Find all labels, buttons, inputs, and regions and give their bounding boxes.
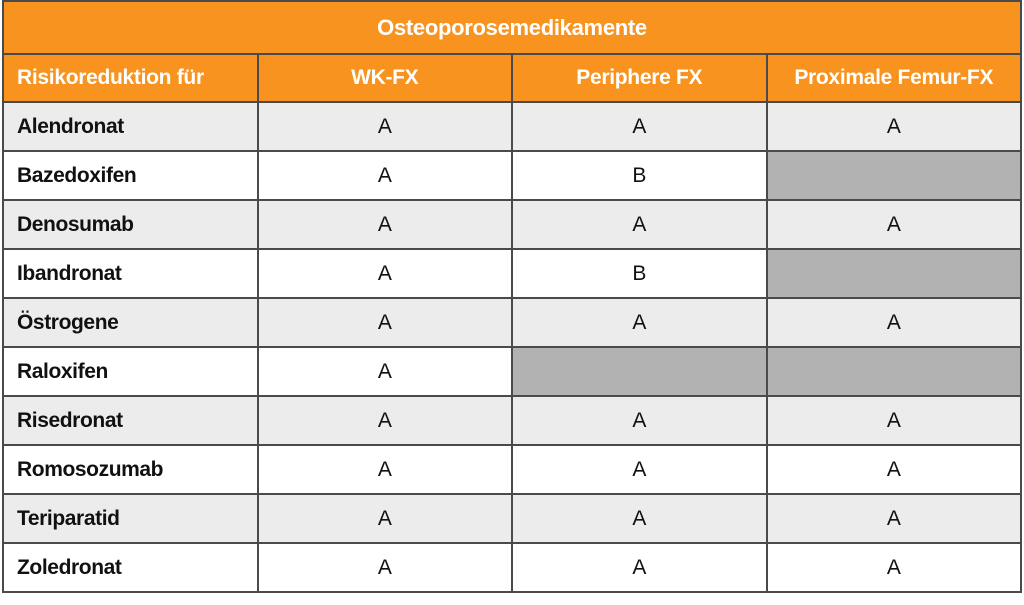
drug-name-cell: Risedronat xyxy=(2,395,259,446)
drug-name-cell: Denosumab xyxy=(2,199,259,250)
table-row: Östrogene A A A xyxy=(2,297,1022,348)
evidence-grade-cell: A xyxy=(256,395,513,446)
table-row: Teriparatid A A A xyxy=(2,493,1022,544)
table-body: Alendronat A A A Bazedoxifen A B Denosumab A A A Ib… xyxy=(2,101,1022,593)
evidence-grade-cell: A xyxy=(511,395,768,446)
evidence-grade-cell: A xyxy=(256,542,513,593)
evidence-grade-cell: A xyxy=(256,150,513,201)
page: Osteoporosemedikamente Risikoreduktion f… xyxy=(2,0,1022,593)
evidence-grade-cell: A xyxy=(511,199,768,250)
no-data-cell xyxy=(765,346,1022,397)
table-row: Bazedoxifen A B xyxy=(2,150,1022,201)
evidence-grade-cell: A xyxy=(765,542,1022,593)
drug-name-cell: Bazedoxifen xyxy=(2,150,259,201)
evidence-grade-cell: B xyxy=(511,248,768,299)
evidence-grade-cell: B xyxy=(511,150,768,201)
no-data-cell xyxy=(765,150,1022,201)
evidence-grade-cell: A xyxy=(256,444,513,495)
column-header-risk-reduction: Risikoreduktion für xyxy=(2,53,259,103)
osteoporosis-medication-table: Osteoporosemedikamente Risikoreduktion f… xyxy=(2,0,1022,593)
evidence-grade-cell: A xyxy=(765,101,1022,152)
evidence-grade-cell: A xyxy=(765,395,1022,446)
evidence-grade-cell: A xyxy=(256,248,513,299)
evidence-grade-cell: A xyxy=(511,493,768,544)
drug-name-cell: Zoledronat xyxy=(2,542,259,593)
drug-name-cell: Raloxifen xyxy=(2,346,259,397)
table-title-row: Osteoporosemedikamente xyxy=(2,0,1022,55)
table-row: Zoledronat A A A xyxy=(2,542,1022,593)
column-header-periphere-fx: Periphere FX xyxy=(511,53,768,103)
table-header-row: Risikoreduktion für WK-FX Periphere FX P… xyxy=(2,53,1022,103)
evidence-grade-cell: A xyxy=(765,199,1022,250)
table-row: Risedronat A A A xyxy=(2,395,1022,446)
evidence-grade-cell: A xyxy=(765,493,1022,544)
evidence-grade-cell: A xyxy=(511,542,768,593)
table-row: Romosozumab A A A xyxy=(2,444,1022,495)
column-header-wk-fx: WK-FX xyxy=(256,53,513,103)
drug-name-cell: Ibandronat xyxy=(2,248,259,299)
evidence-grade-cell: A xyxy=(256,493,513,544)
evidence-grade-cell: A xyxy=(765,297,1022,348)
evidence-grade-cell: A xyxy=(256,297,513,348)
evidence-grade-cell: A xyxy=(511,297,768,348)
no-data-cell xyxy=(765,248,1022,299)
evidence-grade-cell: A xyxy=(256,346,513,397)
evidence-grade-cell: A xyxy=(256,101,513,152)
column-header-proximale-femur-fx: Proximale Femur-FX xyxy=(765,53,1022,103)
table-title: Osteoporosemedikamente xyxy=(2,0,1022,55)
no-data-cell xyxy=(511,346,768,397)
table-row: Alendronat A A A xyxy=(2,101,1022,152)
evidence-grade-cell: A xyxy=(511,444,768,495)
evidence-grade-cell: A xyxy=(256,199,513,250)
table-row: Raloxifen A xyxy=(2,346,1022,397)
evidence-grade-cell: A xyxy=(765,444,1022,495)
table-row: Ibandronat A B xyxy=(2,248,1022,299)
drug-name-cell: Alendronat xyxy=(2,101,259,152)
drug-name-cell: Östrogene xyxy=(2,297,259,348)
evidence-grade-cell: A xyxy=(511,101,768,152)
drug-name-cell: Teriparatid xyxy=(2,493,259,544)
drug-name-cell: Romosozumab xyxy=(2,444,259,495)
table-row: Denosumab A A A xyxy=(2,199,1022,250)
